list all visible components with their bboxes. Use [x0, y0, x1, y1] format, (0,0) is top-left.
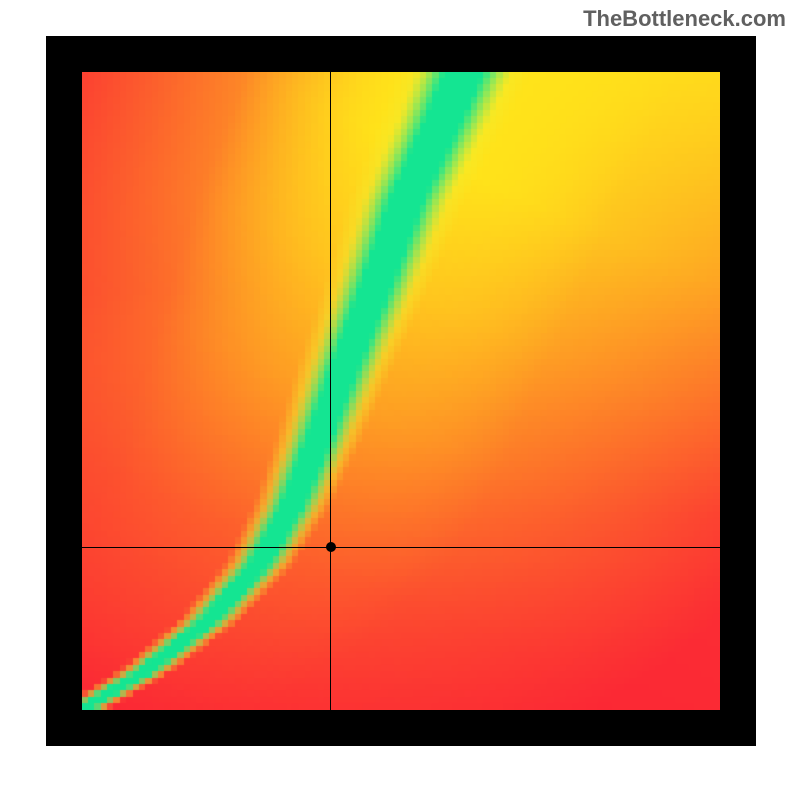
- page-root: TheBottleneck.com: [0, 0, 800, 800]
- watermark-text: TheBottleneck.com: [583, 6, 786, 32]
- heatmap-canvas: [82, 72, 720, 710]
- crosshair-marker: [326, 542, 336, 552]
- crosshair-horizontal: [82, 547, 720, 548]
- crosshair-vertical: [330, 72, 331, 710]
